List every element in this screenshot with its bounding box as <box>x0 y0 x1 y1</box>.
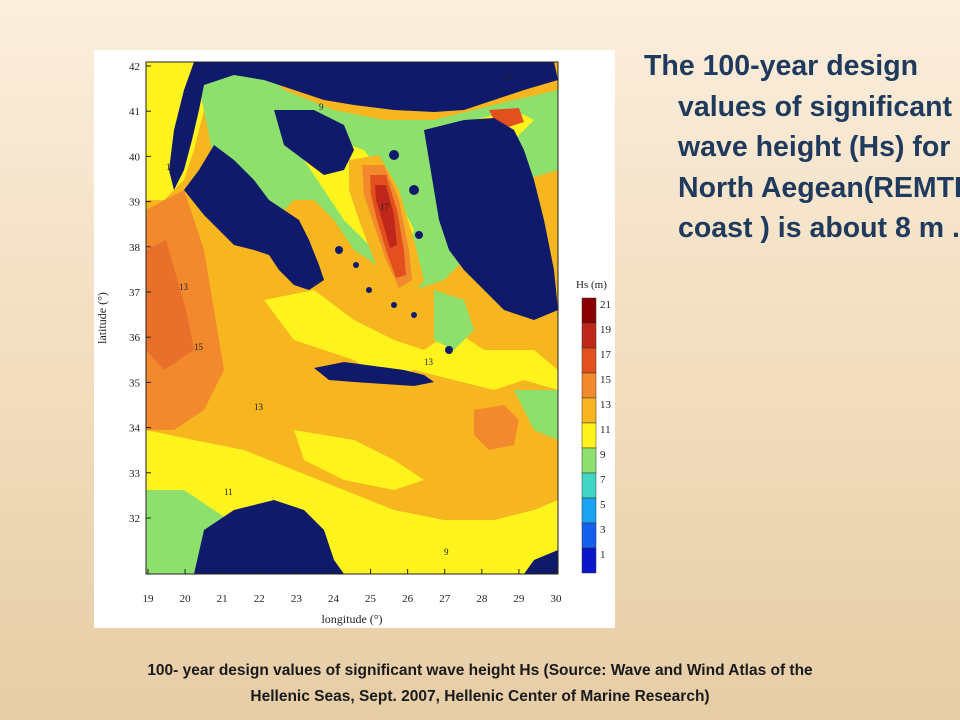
x-tick-label: 28 <box>476 593 488 605</box>
x-tick-label: 22 <box>254 593 265 605</box>
y-tick-label: 38 <box>129 242 141 254</box>
wave-height-map: 11 13 15 17 13 11 9 13 11 9 424140393837… <box>95 61 612 626</box>
x-tick-label: 30 <box>551 593 563 605</box>
legend-label: 1 <box>600 549 606 561</box>
x-tick-label: 29 <box>513 593 525 605</box>
contour-label: 11 <box>224 487 233 497</box>
contour-label: 11 <box>504 72 513 82</box>
legend-title: Hs (m) <box>576 279 607 291</box>
x-tick-label: 21 <box>217 593 228 605</box>
legend-swatch <box>581 297 597 324</box>
legend-swatch <box>581 422 597 449</box>
caption-line-2: Hellenic Seas, Sept. 2007, Hellenic Cent… <box>250 688 710 705</box>
island-lesvos <box>409 185 419 195</box>
land-macedonia <box>274 110 354 175</box>
legend-label: 9 <box>600 449 606 461</box>
land-balkans <box>169 62 558 190</box>
contour-label: 13 <box>424 357 434 367</box>
y-tick-label: 36 <box>129 332 141 344</box>
legend-label: 19 <box>600 324 612 336</box>
land-turkey <box>424 118 558 320</box>
y-tick-label: 41 <box>129 106 140 118</box>
x-axis: 19 20 21 22 23 24 25 26 27 28 29 30 <box>143 569 563 605</box>
x-tick-label: 25 <box>365 593 377 605</box>
island <box>411 312 417 318</box>
legend-swatch <box>581 372 597 399</box>
legend-swatch <box>581 347 597 374</box>
contour-label: 9 <box>444 547 449 557</box>
figure-caption: 100- year design values of significant w… <box>80 658 880 710</box>
sea-hs-9-levant <box>514 390 558 440</box>
contour-label: 17 <box>380 202 390 212</box>
x-tick-label: 20 <box>180 593 192 605</box>
sea-hs-11-patch <box>294 430 424 490</box>
land-greece-mainland <box>184 145 324 290</box>
land-crete <box>314 362 434 386</box>
y-tick-label: 42 <box>129 61 140 73</box>
sea-hs-15-southeast <box>474 405 519 450</box>
y-tick-label: 35 <box>129 377 141 389</box>
island-rhodes <box>445 346 453 354</box>
legend-label: 15 <box>600 374 612 386</box>
bullet-text: The 100-year design values of significan… <box>644 50 960 244</box>
island-chios <box>415 231 423 239</box>
hs-legend: Hs (m) 21 19 17 15 13 11 9 7 5 3 1 <box>576 279 612 574</box>
x-tick-label: 19 <box>143 593 155 605</box>
y-tick-label: 34 <box>129 423 141 435</box>
legend-label: 7 <box>600 474 606 486</box>
y-axis: 42 41 40 39 38 37 36 35 34 33 32 <box>129 61 151 525</box>
plot-frame <box>145 61 559 575</box>
legend-label: 21 <box>600 299 611 311</box>
caption-line-1: 100- year design values of significant w… <box>147 662 813 679</box>
sea-hs-15-core <box>146 240 194 370</box>
x-tick-label: 23 <box>291 593 303 605</box>
wave-height-map-figure: 11 13 15 17 13 11 9 13 11 9 42 41 40 39 38 37… <box>94 50 615 628</box>
x-tick-label: 24 <box>328 593 340 605</box>
legend-label: 3 <box>600 524 606 536</box>
legend-label: 13 <box>600 399 612 411</box>
y-tick-label: 33 <box>129 468 141 480</box>
contour-label: 13 <box>254 402 264 412</box>
sea-hs-11-crete-north <box>264 290 558 390</box>
land-egypt <box>524 550 558 574</box>
map-plot-area: 11 13 15 17 13 11 9 13 11 9 <box>146 62 558 574</box>
land-libya <box>194 500 344 574</box>
y-tick-label: 37 <box>129 287 141 299</box>
x-tick-label: 26 <box>402 593 414 605</box>
y-tick-label: 39 <box>129 197 141 209</box>
sea-hs-9-dodecanese <box>434 290 474 350</box>
legend-swatch <box>581 497 597 524</box>
contour-label: 11 <box>166 162 175 172</box>
island <box>335 246 343 254</box>
contour-label: 13 <box>179 282 189 292</box>
x-axis-title: longitude (°) <box>321 612 382 626</box>
legend-swatch <box>581 547 597 574</box>
island <box>353 262 359 268</box>
contour-label: 9 <box>319 102 324 112</box>
legend-swatch <box>581 522 597 549</box>
legend-swatch <box>581 322 597 349</box>
x-tick-label: 27 <box>439 593 451 605</box>
y-axis-title: latitude (°) <box>95 292 109 344</box>
island <box>366 287 372 293</box>
y-tick-label: 32 <box>129 513 140 525</box>
legend-label: 17 <box>600 349 612 361</box>
legend-label: 11 <box>600 424 611 436</box>
island <box>391 302 397 308</box>
contour-label: 15 <box>194 342 204 352</box>
y-tick-label: 40 <box>129 151 141 163</box>
legend-swatch <box>581 472 597 499</box>
legend-swatch <box>581 397 597 424</box>
legend-swatch <box>581 447 597 474</box>
island-lemnos <box>389 150 399 160</box>
sea-hs-19-aegean-core <box>375 185 397 248</box>
legend-label: 5 <box>600 499 606 511</box>
